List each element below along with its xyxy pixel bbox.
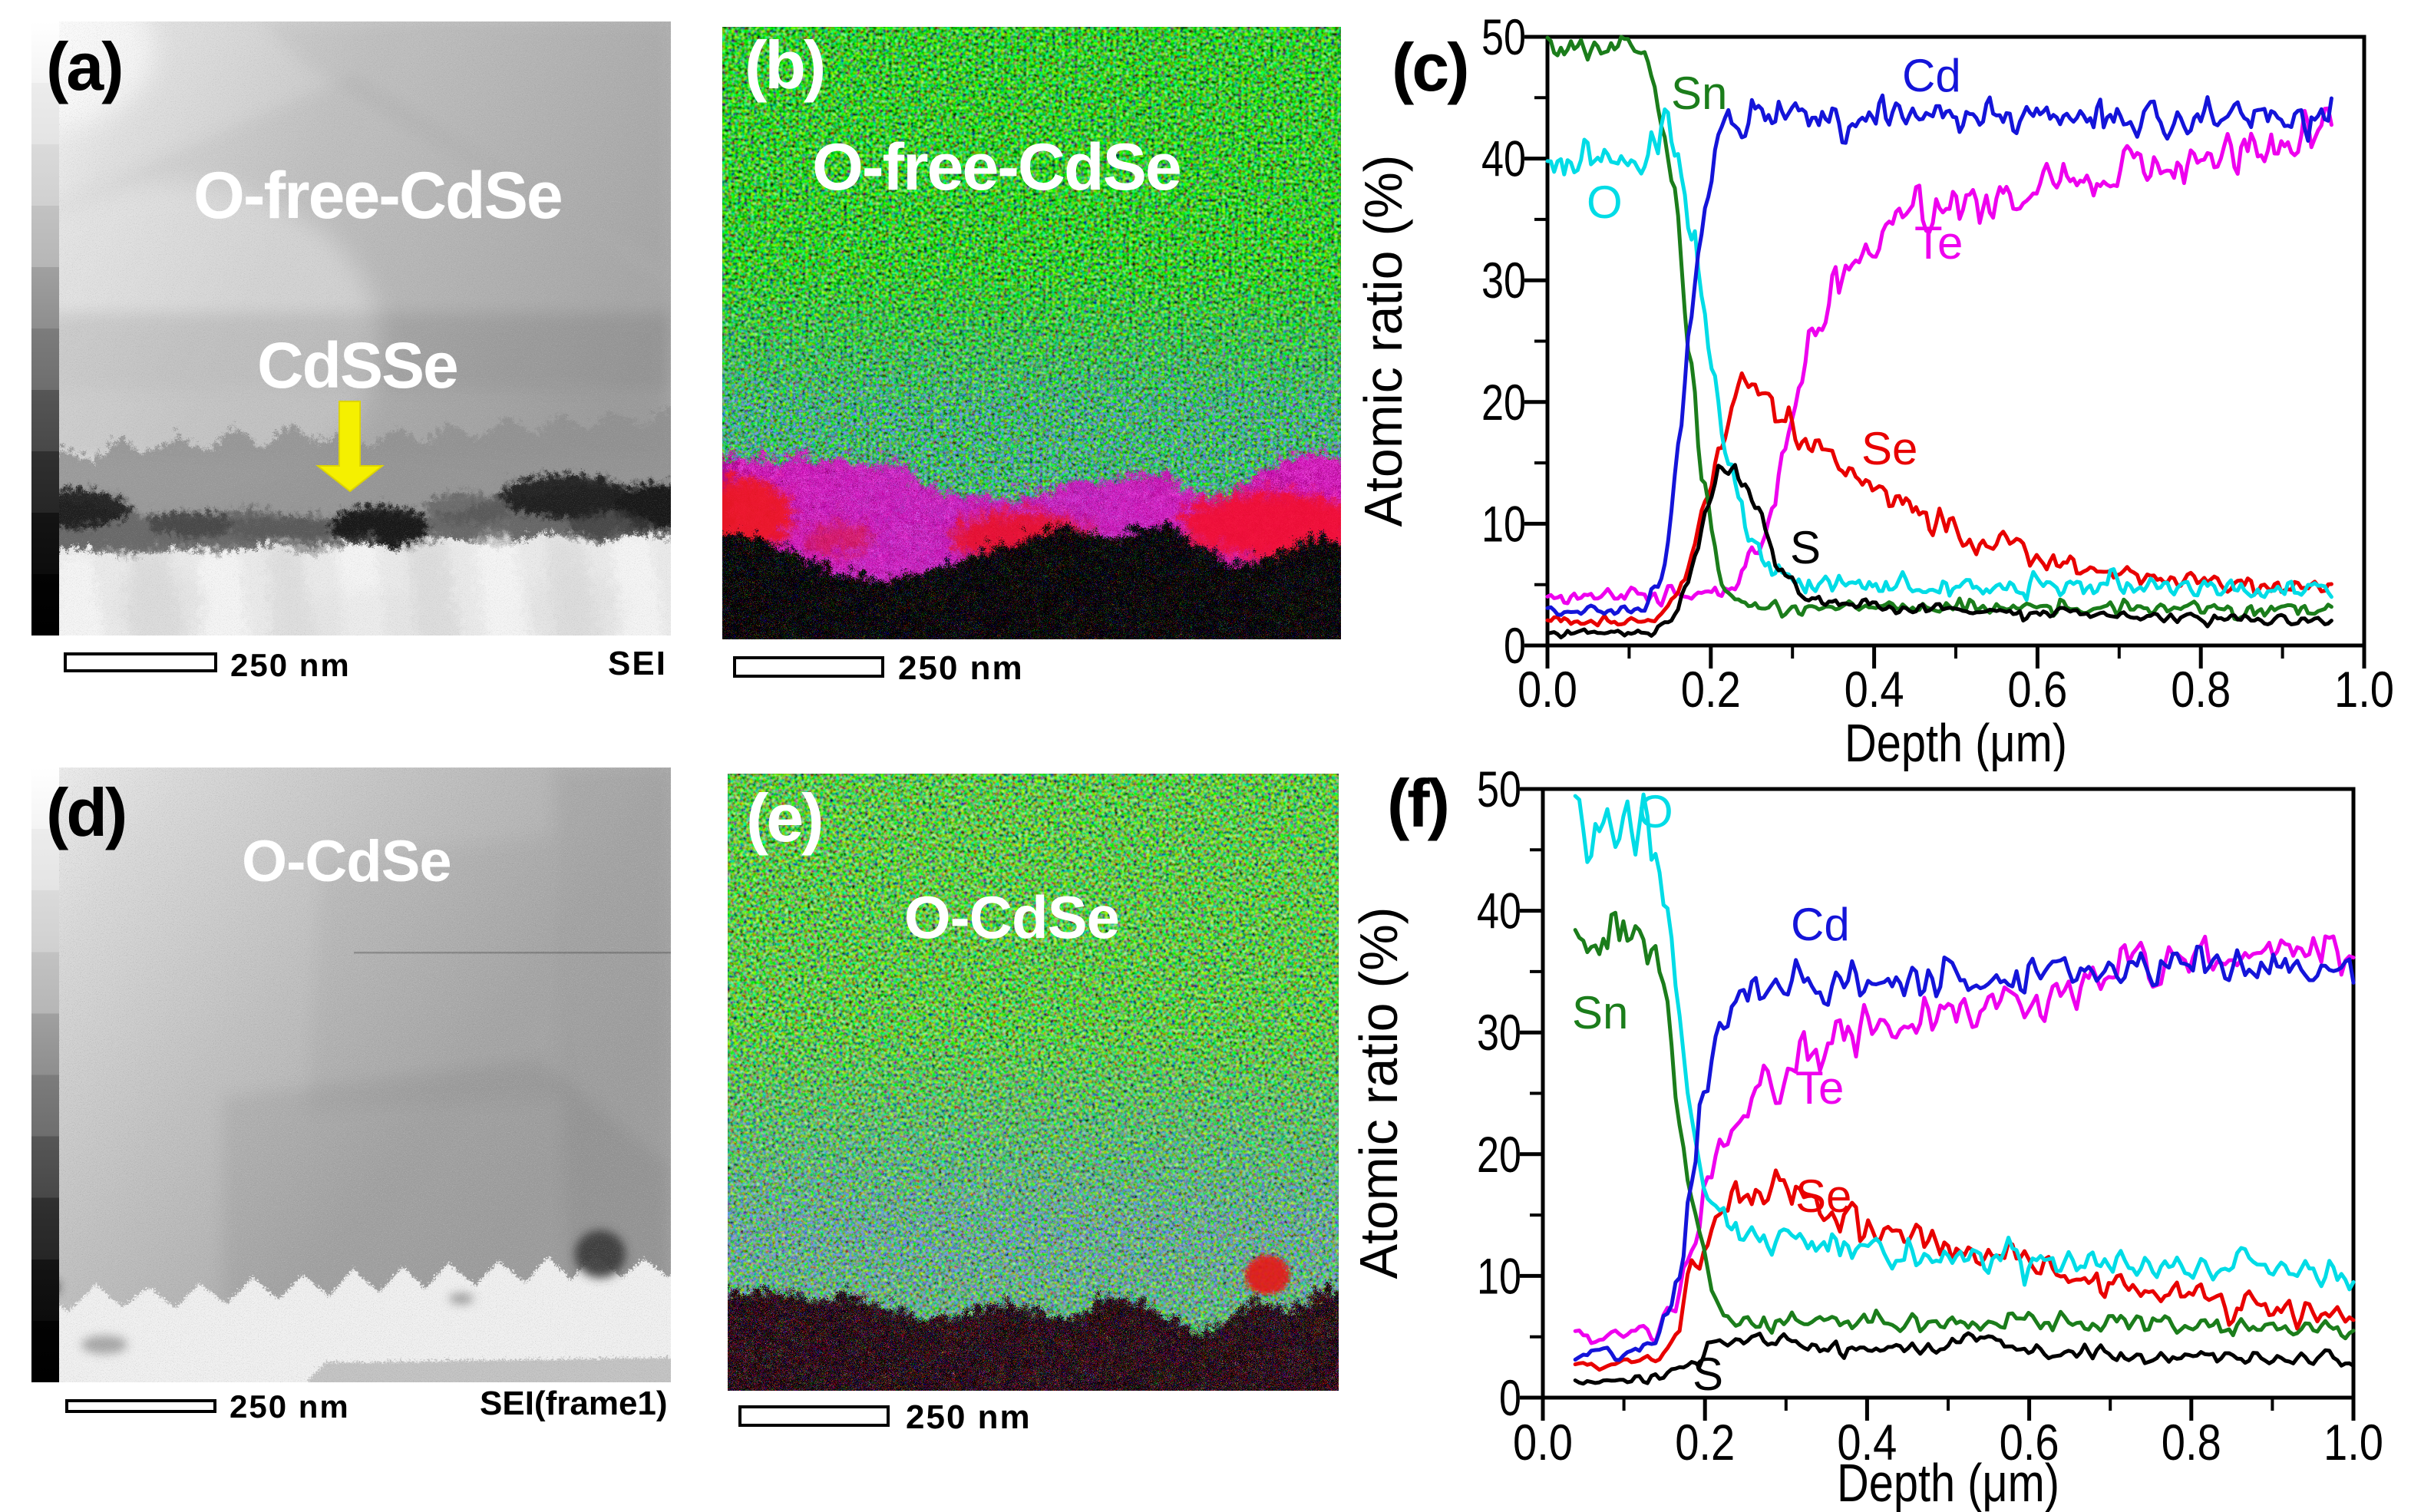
svg-text:1.0: 1.0 — [2323, 1414, 2383, 1471]
svg-text:(c): (c) — [1392, 29, 1468, 105]
svg-text:0.4: 0.4 — [1845, 661, 1904, 718]
svg-text:0: 0 — [1499, 1369, 1521, 1426]
svg-text:(f): (f) — [1387, 765, 1448, 841]
svg-text:Cd: Cd — [1902, 50, 1961, 101]
svg-text:40: 40 — [1481, 130, 1526, 187]
svg-text:0.2: 0.2 — [1681, 661, 1741, 718]
svg-text:O: O — [1587, 177, 1623, 228]
svg-text:10: 10 — [1477, 1247, 1521, 1304]
svg-text:Sn: Sn — [1572, 987, 1628, 1038]
svg-text:20: 20 — [1477, 1126, 1521, 1183]
svg-text:1.0: 1.0 — [2334, 661, 2394, 718]
svg-text:0.0: 0.0 — [1513, 1414, 1573, 1471]
svg-text:0: 0 — [1504, 617, 1526, 674]
svg-text:Te: Te — [1914, 217, 1963, 269]
svg-text:0.6: 0.6 — [2000, 1414, 2059, 1471]
svg-text:Depth (μm): Depth (μm) — [1837, 1453, 2059, 1512]
svg-text:Depth (μm): Depth (μm) — [1845, 713, 2067, 771]
svg-text:Sn: Sn — [1671, 68, 1727, 119]
svg-text:30: 30 — [1481, 252, 1526, 309]
svg-text:Atomic ratio (%): Atomic ratio (%) — [1349, 907, 1409, 1279]
svg-text:Cd: Cd — [1791, 899, 1850, 950]
svg-text:0.2: 0.2 — [1675, 1414, 1735, 1471]
svg-text:0.4: 0.4 — [1837, 1414, 1897, 1471]
svg-text:Atomic ratio (%): Atomic ratio (%) — [1353, 155, 1413, 527]
svg-text:0.8: 0.8 — [2171, 661, 2231, 718]
svg-text:0.0: 0.0 — [1518, 661, 1577, 718]
svg-text:Se: Se — [1861, 423, 1917, 474]
svg-text:50: 50 — [1477, 761, 1521, 817]
svg-text:40: 40 — [1477, 883, 1521, 939]
svg-text:0.6: 0.6 — [2007, 661, 2067, 718]
svg-text:0.8: 0.8 — [2162, 1414, 2221, 1471]
svg-text:30: 30 — [1477, 1004, 1521, 1061]
svg-text:10: 10 — [1481, 495, 1526, 552]
svg-text:S: S — [1790, 522, 1821, 573]
svg-text:50: 50 — [1481, 8, 1526, 65]
svg-text:S: S — [1693, 1349, 1723, 1400]
svg-text:20: 20 — [1481, 374, 1526, 431]
